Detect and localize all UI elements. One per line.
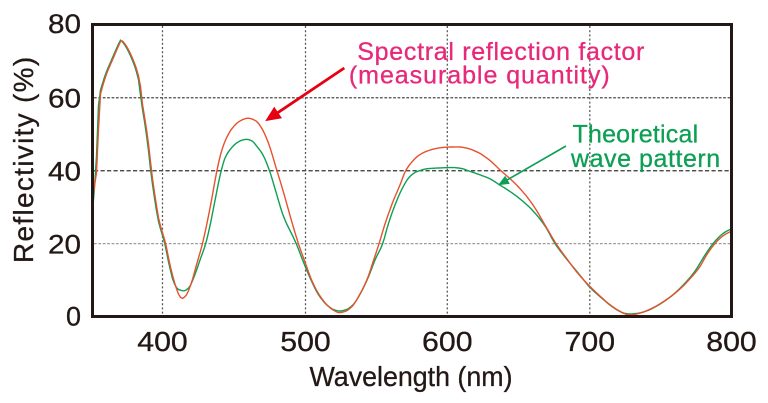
svg-text:800: 800 (706, 326, 757, 357)
svg-text:Spectral reflection factor: Spectral reflection factor (357, 38, 645, 66)
svg-text:60: 60 (48, 83, 81, 113)
svg-text:wave pattern: wave pattern (570, 145, 721, 173)
svg-text:(measurable quantity): (measurable quantity) (349, 61, 611, 89)
svg-text:20: 20 (48, 229, 81, 259)
svg-text:600: 600 (422, 326, 473, 357)
svg-text:80: 80 (48, 9, 81, 39)
svg-text:Wavelength (nm): Wavelength (nm) (310, 361, 513, 392)
svg-text:0: 0 (66, 301, 81, 331)
svg-text:Reflectivity (%): Reflectivity (%) (8, 56, 39, 264)
svg-text:400: 400 (137, 326, 188, 357)
svg-text:Theoretical: Theoretical (573, 121, 699, 149)
svg-text:700: 700 (565, 326, 616, 357)
svg-text:40: 40 (48, 156, 81, 186)
svg-text:500: 500 (280, 326, 331, 357)
